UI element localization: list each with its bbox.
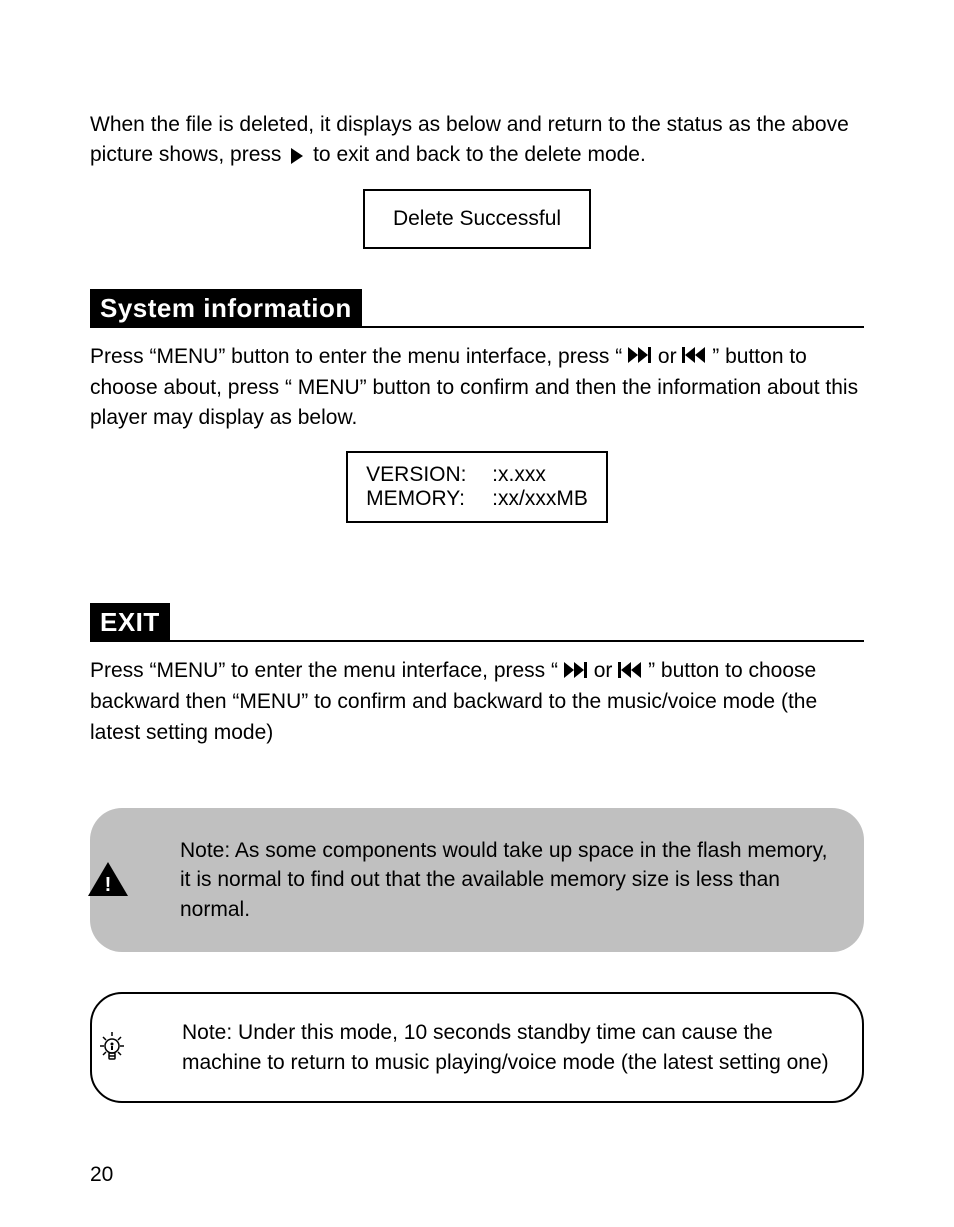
sysinfo-text-1: Press “MENU” button to enter the menu in…: [90, 345, 622, 368]
warning-triangle-icon: [88, 862, 128, 898]
tip-note-box: Note: Under this mode, 10 seconds standb…: [90, 992, 864, 1103]
exit-text-1: Press “MENU” to enter the menu interface…: [90, 659, 558, 682]
rewind-icon: [682, 342, 706, 372]
exit-header: EXIT: [90, 603, 170, 642]
memory-row: MEMORY: :xx/xxxMB: [366, 487, 588, 511]
tip-note-text: Note: Under this mode, 10 seconds standb…: [182, 1021, 829, 1073]
system-info-body: Press “MENU” button to enter the menu in…: [90, 342, 864, 434]
warning-note-box: Note: As some components would take up s…: [90, 808, 864, 952]
exit-text-or: or: [594, 659, 613, 682]
system-info-header: System information: [90, 289, 362, 328]
delete-successful-text: Delete Successful: [393, 207, 561, 230]
fast-forward-icon: [564, 657, 588, 687]
version-memory-box: VERSION: :x.xxx MEMORY: :xx/xxxMB: [346, 451, 608, 523]
play-icon: [291, 148, 303, 164]
version-label: VERSION:: [366, 463, 476, 487]
version-value: :x.xxx: [492, 463, 546, 487]
lightbulb-icon: [92, 1028, 132, 1068]
delete-box-container: Delete Successful: [90, 189, 864, 249]
exit-title: EXIT: [100, 607, 160, 637]
system-info-title: System information: [100, 293, 352, 323]
version-row: VERSION: :x.xxx: [366, 463, 588, 487]
intro-paragraph: When the file is deleted, it displays as…: [90, 110, 864, 171]
warning-note-text: Note: As some components would take up s…: [180, 839, 827, 921]
fast-forward-icon: [628, 342, 652, 372]
page-number: 20: [90, 1163, 113, 1187]
memory-value: :xx/xxxMB: [492, 487, 588, 511]
sysinfo-text-or: or: [658, 345, 677, 368]
info-box-container: VERSION: :x.xxx MEMORY: :xx/xxxMB: [90, 451, 864, 523]
delete-successful-box: Delete Successful: [363, 189, 591, 249]
system-info-header-row: System information: [90, 289, 864, 328]
page-number-value: 20: [90, 1163, 113, 1186]
intro-text-after: to exit and back to the delete mode.: [313, 143, 646, 166]
memory-label: MEMORY:: [366, 487, 476, 511]
exit-body: Press “MENU” to enter the menu interface…: [90, 656, 864, 748]
exit-header-row: EXIT: [90, 603, 864, 642]
rewind-icon: [618, 657, 642, 687]
